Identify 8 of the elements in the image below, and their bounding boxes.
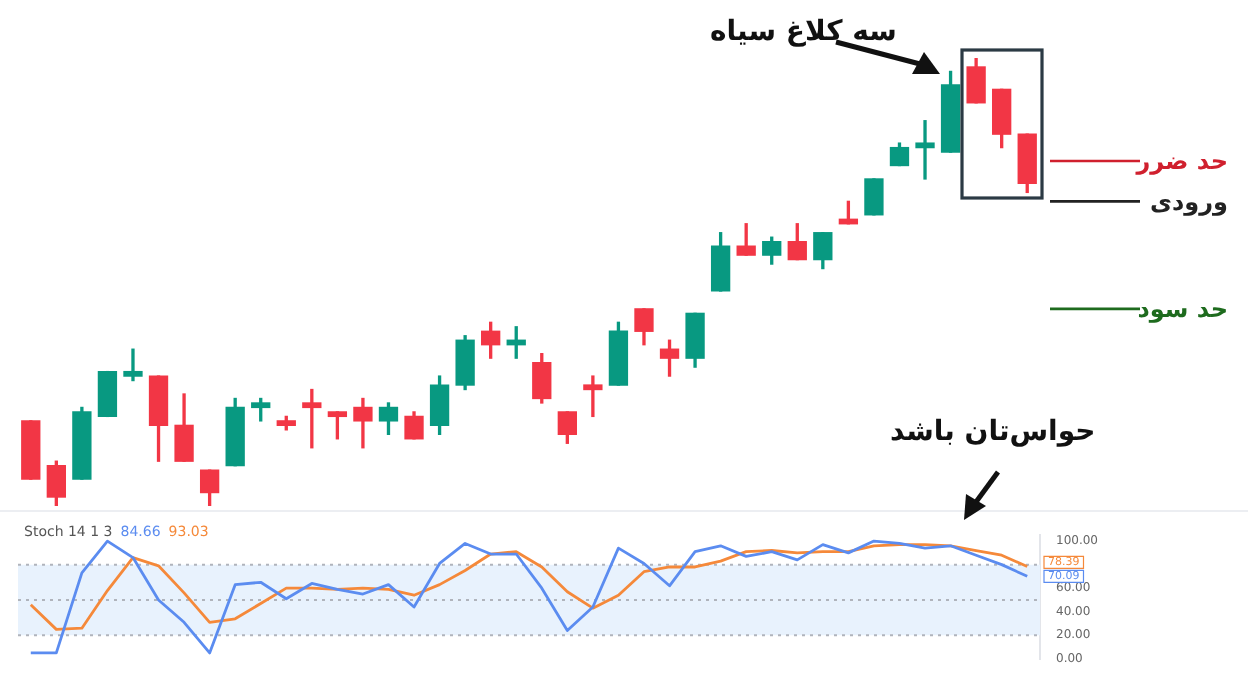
candlestick <box>915 120 935 180</box>
text: سه کلاغ سیاه <box>710 16 897 48</box>
ref-line-label: حد سود <box>1137 295 1228 324</box>
candlestick <box>123 348 143 382</box>
ref-line-label: ورودی <box>1150 187 1228 216</box>
ref-line-label: حد ضرر <box>1134 147 1228 176</box>
annotation: حواس‌تان باشد <box>890 416 1096 448</box>
candlestick <box>583 375 603 418</box>
